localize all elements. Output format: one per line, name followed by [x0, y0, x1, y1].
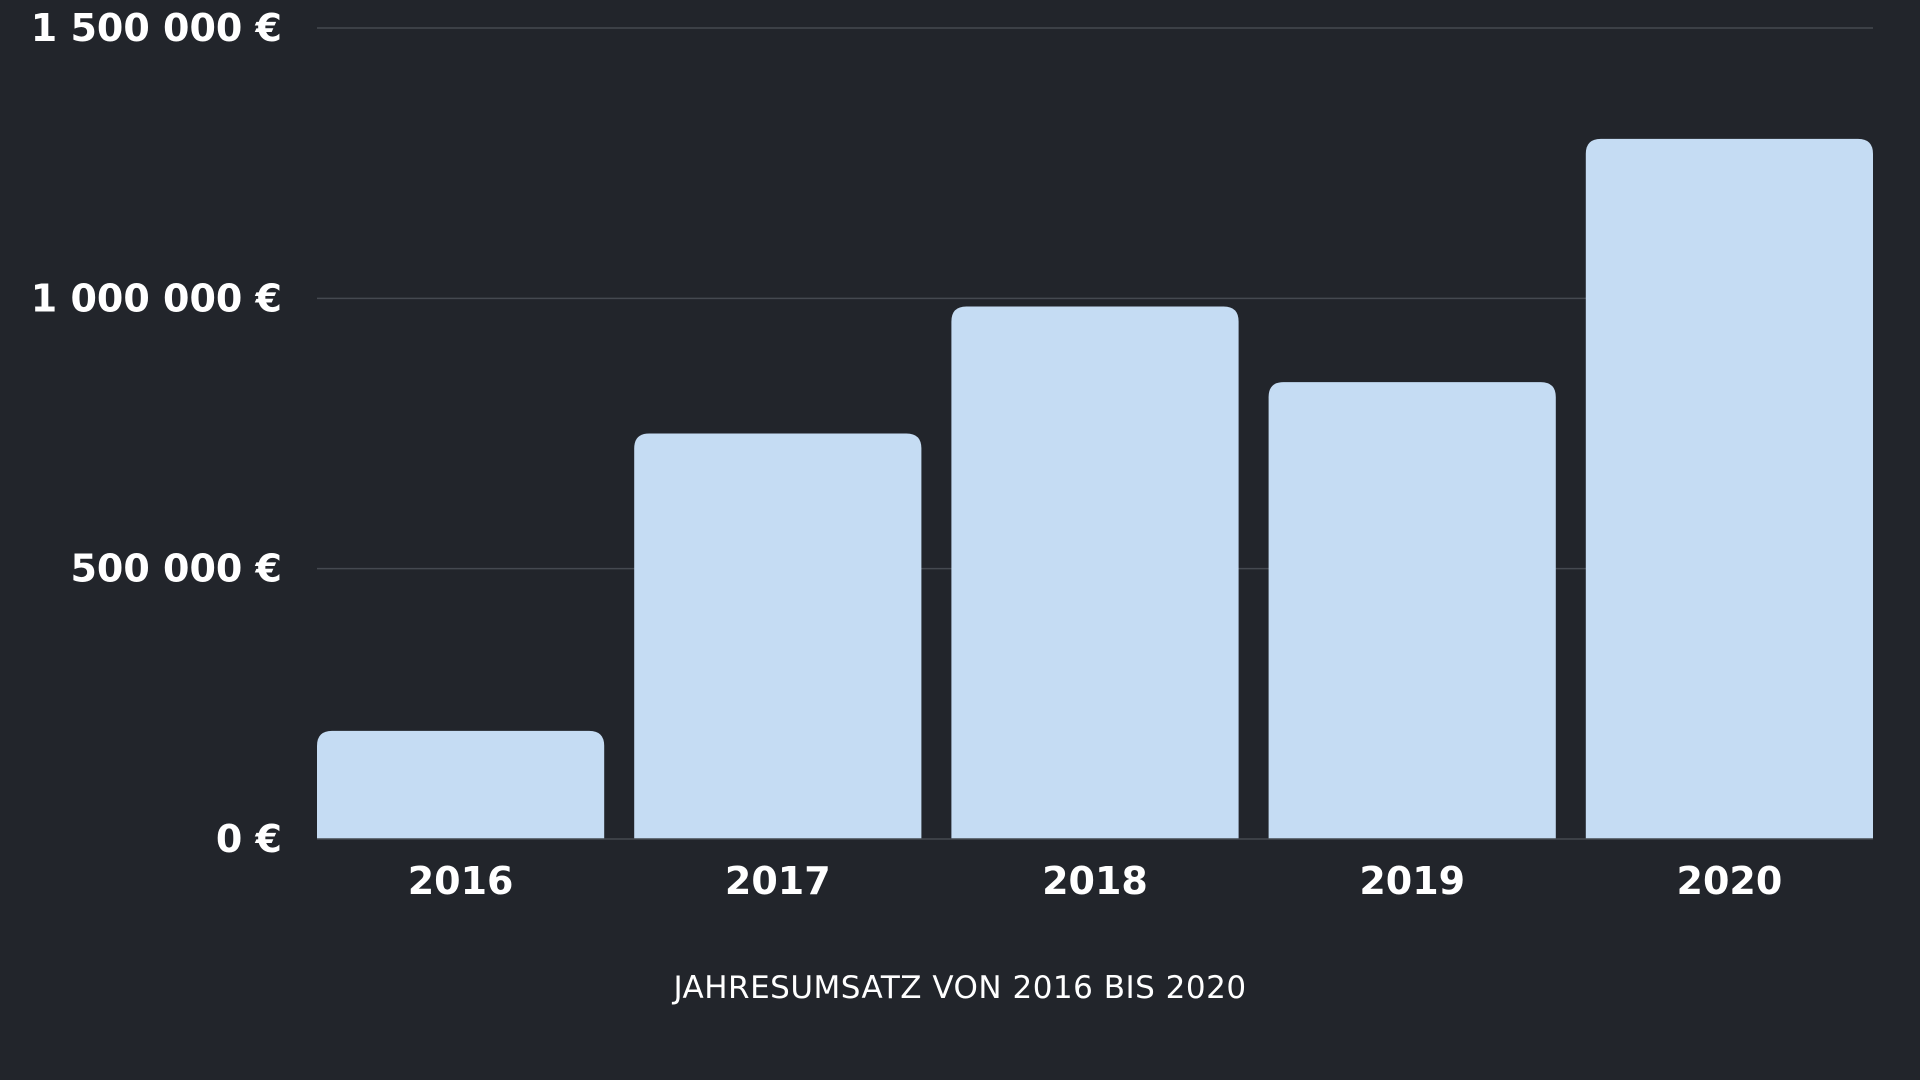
- x-axis-title: JAHRESUMSATZ VON 2016 BIS 2020: [671, 970, 1246, 1006]
- bar-2018: [951, 306, 1239, 839]
- bar-2020: [1585, 138, 1873, 839]
- x-tick-labels: 2016 2017 2018 2019 2020: [408, 859, 1783, 903]
- bars: [317, 138, 1873, 839]
- bar-2019: [1268, 382, 1556, 839]
- bar-2016: [317, 730, 605, 839]
- x-tick-label: 2018: [1042, 859, 1148, 903]
- y-tick-label: 0 €: [216, 817, 282, 861]
- y-tick-label: 1 000 000 €: [31, 276, 282, 320]
- x-tick-label: 2019: [1359, 859, 1465, 903]
- x-tick-label: 2017: [725, 859, 831, 903]
- bar-2017: [634, 433, 922, 839]
- x-tick-label: 2020: [1677, 859, 1783, 903]
- y-tick-labels: 0 € 500 000 € 1 000 000 € 1 500 000 €: [31, 6, 282, 861]
- y-tick-label: 500 000 €: [70, 547, 282, 591]
- x-tick-label: 2016: [408, 859, 514, 903]
- y-tick-label: 1 500 000 €: [31, 6, 282, 50]
